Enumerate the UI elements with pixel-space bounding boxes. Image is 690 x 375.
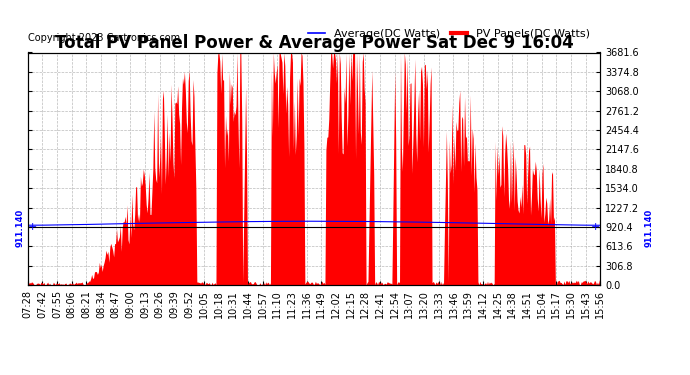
Legend: Average(DC Watts), PV Panels(DC Watts): Average(DC Watts), PV Panels(DC Watts): [304, 24, 595, 43]
Text: 911.140: 911.140: [15, 209, 24, 247]
Title: Total PV Panel Power & Average Power Sat Dec 9 16:04: Total PV Panel Power & Average Power Sat…: [55, 34, 573, 53]
Text: Copyright 2023 Cartronics.com: Copyright 2023 Cartronics.com: [28, 33, 179, 43]
Text: +: +: [28, 222, 37, 232]
Text: 911.140: 911.140: [644, 209, 653, 247]
Text: +: +: [591, 222, 600, 232]
